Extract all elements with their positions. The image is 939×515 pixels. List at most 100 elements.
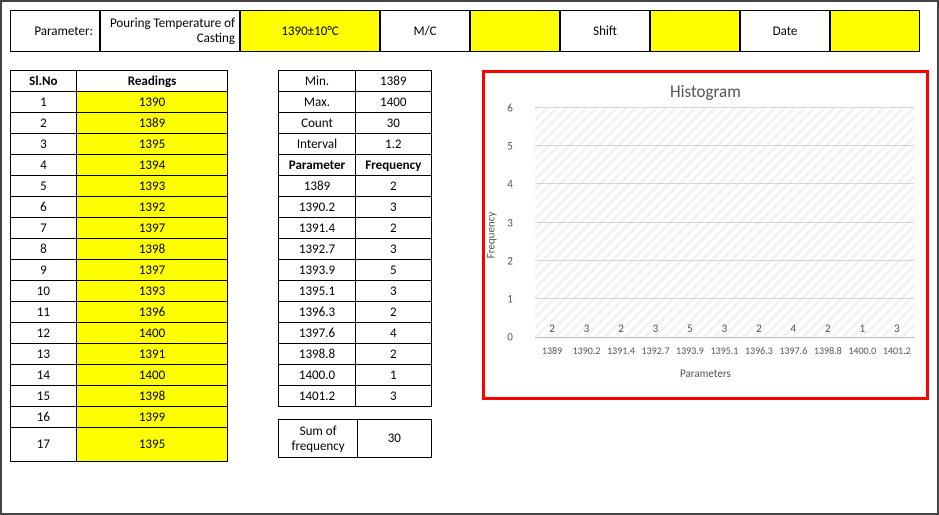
param-label: Parameter:: [10, 10, 100, 52]
readings-sl[interactable]: 11: [11, 302, 77, 323]
readings-sl[interactable]: 2: [11, 113, 77, 134]
chart-bar-value-label: 2: [604, 322, 638, 335]
readings-sl[interactable]: 17: [11, 428, 77, 462]
readings-sl[interactable]: 15: [11, 386, 77, 407]
stats-label: 1392.7: [279, 239, 355, 260]
chart-x-tick: 1391.4: [604, 344, 638, 357]
mc-label: M/C: [380, 10, 470, 52]
readings-value[interactable]: 1393: [76, 176, 228, 197]
readings-value[interactable]: 1394: [76, 155, 228, 176]
readings-header-read: Readings: [76, 71, 228, 92]
chart-gridline: [535, 222, 914, 223]
stats-value: 3: [355, 239, 431, 260]
chart-bar-value-label: 2: [535, 322, 569, 335]
chart-gridline: [535, 260, 914, 261]
stats-label: Interval: [279, 134, 355, 155]
param-value-cell[interactable]: 1390±10°C: [240, 10, 380, 52]
stats-table: Min.1389Max.1400Count30Interval1.2Parame…: [278, 70, 431, 407]
stats-label: 1401.2: [279, 386, 355, 407]
readings-value[interactable]: 1400: [76, 365, 228, 386]
readings-value[interactable]: 1390: [76, 92, 228, 113]
readings-value[interactable]: 1389: [76, 113, 228, 134]
readings-value[interactable]: 1399: [76, 407, 228, 428]
stats-label: Min.: [279, 71, 355, 92]
chart-x-tick: 1397.6: [776, 344, 810, 357]
readings-sl[interactable]: 14: [11, 365, 77, 386]
readings-value[interactable]: 1391: [76, 344, 228, 365]
stats-label: Parameter: [279, 155, 355, 176]
readings-sl[interactable]: 9: [11, 260, 77, 281]
stats-value: 30: [355, 113, 431, 134]
readings-sl[interactable]: 1: [11, 92, 77, 113]
readings-value[interactable]: 1398: [76, 386, 228, 407]
stats-value: 1400: [355, 92, 431, 113]
chart-x-tick: 1401.2: [880, 344, 914, 357]
stats-value: 3: [355, 197, 431, 218]
readings-value[interactable]: 1396: [76, 302, 228, 323]
chart-x-tick: 1393.9: [673, 344, 707, 357]
parameter-header: Parameter: Pouring Temperature of Castin…: [10, 10, 929, 52]
param-name: Pouring Temperature of Casting: [100, 10, 240, 52]
date-value-cell[interactable]: [830, 10, 920, 52]
readings-value[interactable]: 1397: [76, 218, 228, 239]
readings-sl[interactable]: 12: [11, 323, 77, 344]
readings-value[interactable]: 1397: [76, 260, 228, 281]
readings-sl[interactable]: 5: [11, 176, 77, 197]
chart-x-tick: 1389: [535, 344, 569, 357]
stats-value: 2: [355, 344, 431, 365]
readings-value[interactable]: 1395: [76, 428, 228, 462]
readings-value[interactable]: 1392: [76, 197, 228, 218]
chart-bar-value-label: 3: [707, 322, 741, 335]
chart-gridline: [535, 145, 914, 146]
chart-x-tick: 1395.1: [707, 344, 741, 357]
stats-value: 2: [355, 176, 431, 197]
chart-bar-value-label: 1: [845, 322, 879, 335]
chart-bar-value-label: 3: [880, 322, 914, 335]
chart-bar-value-label: 3: [638, 322, 672, 335]
stats-value: 3: [355, 281, 431, 302]
readings-sl[interactable]: 10: [11, 281, 77, 302]
mc-value-cell[interactable]: [470, 10, 560, 52]
chart-x-axis: 13891390.21391.41392.71393.91395.11396.3…: [535, 344, 914, 357]
readings-value[interactable]: 1400: [76, 323, 228, 344]
stats-value: 2: [355, 302, 431, 323]
readings-sl[interactable]: 3: [11, 134, 77, 155]
stats-value: 3: [355, 386, 431, 407]
chart-y-tick: 5: [495, 140, 513, 153]
stats-label: 1395.1: [279, 281, 355, 302]
stats-label: Max.: [279, 92, 355, 113]
readings-value[interactable]: 1395: [76, 134, 228, 155]
stats-label: 1396.3: [279, 302, 355, 323]
chart-y-tick: 6: [495, 102, 513, 115]
readings-value[interactable]: 1398: [76, 239, 228, 260]
readings-sl[interactable]: 16: [11, 407, 77, 428]
readings-sl[interactable]: 13: [11, 344, 77, 365]
chart-plot-area: 0123456 23235324213: [535, 108, 914, 338]
shift-value-cell[interactable]: [650, 10, 740, 52]
stats-value: 1.2: [355, 134, 431, 155]
chart-y-tick: 1: [495, 292, 513, 305]
readings-value[interactable]: 1393: [76, 281, 228, 302]
chart-bars: 23235324213: [535, 108, 914, 337]
chart-bar-value-label: 3: [569, 322, 603, 335]
chart-gridline: [535, 107, 914, 108]
readings-sl[interactable]: 6: [11, 197, 77, 218]
readings-sl[interactable]: 7: [11, 218, 77, 239]
chart-y-tick: 0: [495, 331, 513, 344]
date-label: Date: [740, 10, 830, 52]
chart-x-tick: 1390.2: [569, 344, 603, 357]
stats-value: 1: [355, 365, 431, 386]
chart-y-tick: 2: [495, 254, 513, 267]
histogram-chart: Histogram Frequency 0123456 23235324213 …: [482, 70, 929, 400]
stats-value: 5: [355, 260, 431, 281]
readings-sl[interactable]: 8: [11, 239, 77, 260]
chart-bar-value-label: 2: [742, 322, 776, 335]
chart-x-tick: 1392.7: [638, 344, 672, 357]
chart-x-label: Parameters: [493, 367, 918, 380]
stats-label: 1391.4: [279, 218, 355, 239]
stats-value: 1389: [355, 71, 431, 92]
chart-bar-value-label: 4: [776, 322, 810, 335]
chart-y-tick: 3: [495, 216, 513, 229]
chart-title: Histogram: [493, 81, 918, 102]
readings-sl[interactable]: 4: [11, 155, 77, 176]
